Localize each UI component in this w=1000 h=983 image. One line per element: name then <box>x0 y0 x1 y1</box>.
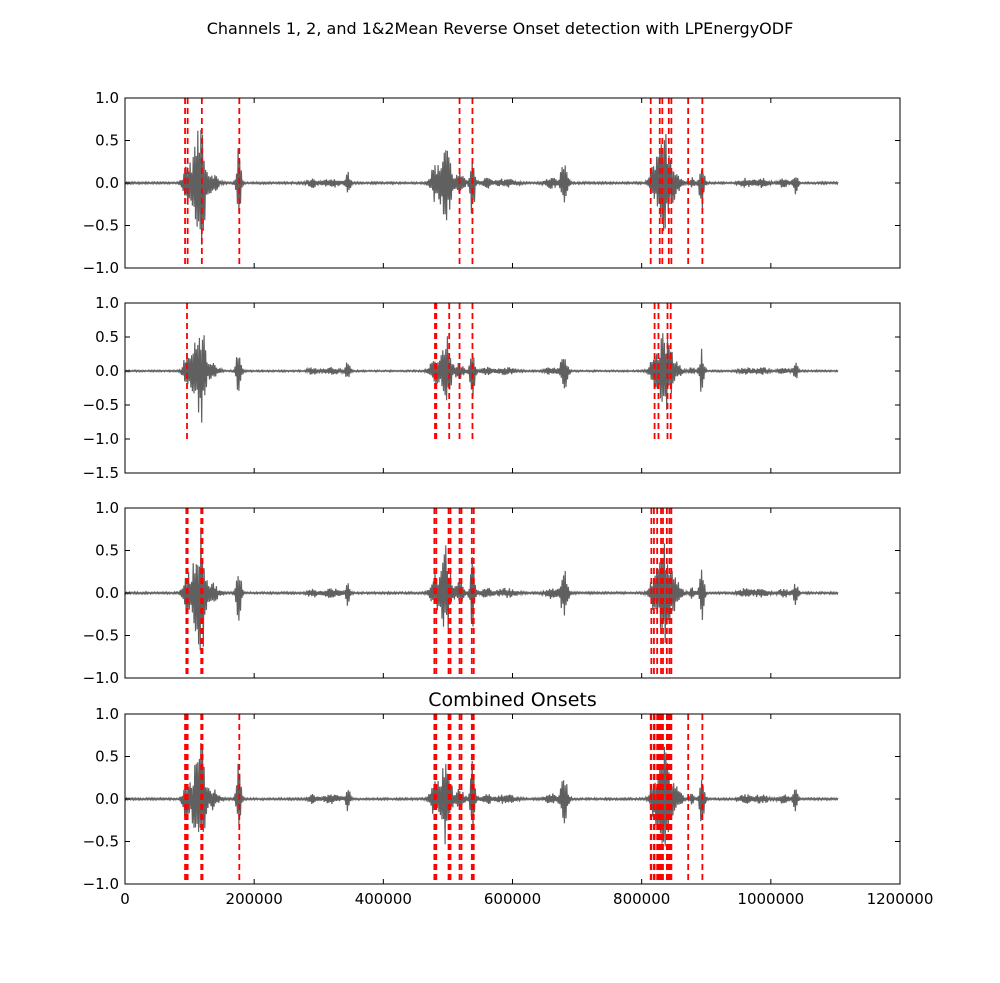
plot-area <box>125 303 900 473</box>
subplot-combined-onsets: 1.0 0.5 0.0 −0.5 −1.00 200000 400000 600000 8000… <box>83 689 934 908</box>
plot-content <box>125 303 839 439</box>
plot-content <box>125 508 839 678</box>
ytick-label: 1.0 <box>95 499 119 517</box>
waveform-line <box>125 527 839 651</box>
plot-content <box>125 98 839 268</box>
xtick-label: 200000 <box>226 890 283 908</box>
ytick-label: −1.0 <box>83 430 119 448</box>
ytick-label: 0.5 <box>95 542 119 560</box>
ytick-label: 0.5 <box>95 748 119 766</box>
plot-content <box>125 714 839 884</box>
ytick-label: 1.0 <box>95 89 119 107</box>
ytick-label: 0.0 <box>95 174 119 192</box>
ytick-label: −0.5 <box>83 396 119 414</box>
xtick-label: 400000 <box>355 890 412 908</box>
ytick-label: 0.0 <box>95 362 119 380</box>
ytick-label: 1.0 <box>95 294 119 312</box>
subplot-channel-mean: 1.0 0.5 0.0 −0.5 −1.0 <box>83 499 901 687</box>
waveform-line <box>125 333 839 423</box>
xtick-label: 0 <box>120 890 130 908</box>
figure-title: Channels 1, 2, and 1&2Mean Reverse Onset… <box>207 19 794 38</box>
waveform-line <box>125 129 839 245</box>
ytick-label: 0.0 <box>95 584 119 602</box>
ytick-label: 1.0 <box>95 705 119 723</box>
ytick-label: −0.5 <box>83 217 119 235</box>
ytick-label: 0.0 <box>95 790 119 808</box>
xtick-label: 1200000 <box>867 890 934 908</box>
subplot-title: Combined Onsets <box>428 689 597 711</box>
ytick-label: −1.5 <box>83 464 119 482</box>
subplot-channel-2: 1.0 0.5 0.0 −0.5 −1.0 −1.5 <box>83 294 901 482</box>
ytick-label: 0.5 <box>95 328 119 346</box>
ytick-label: −1.0 <box>83 875 119 893</box>
waveform-line <box>125 742 839 847</box>
ytick-label: −1.0 <box>83 259 119 277</box>
xtick-label: 600000 <box>484 890 541 908</box>
xtick-label: 800000 <box>613 890 670 908</box>
ytick-label: −0.5 <box>83 627 119 645</box>
ytick-label: −0.5 <box>83 833 119 851</box>
subplot-channel-1: 1.0 0.5 0.0 −0.5 −1.0 <box>83 89 901 277</box>
ytick-label: 0.5 <box>95 132 119 150</box>
xtick-label: 1000000 <box>737 890 804 908</box>
ytick-label: −1.0 <box>83 669 119 687</box>
